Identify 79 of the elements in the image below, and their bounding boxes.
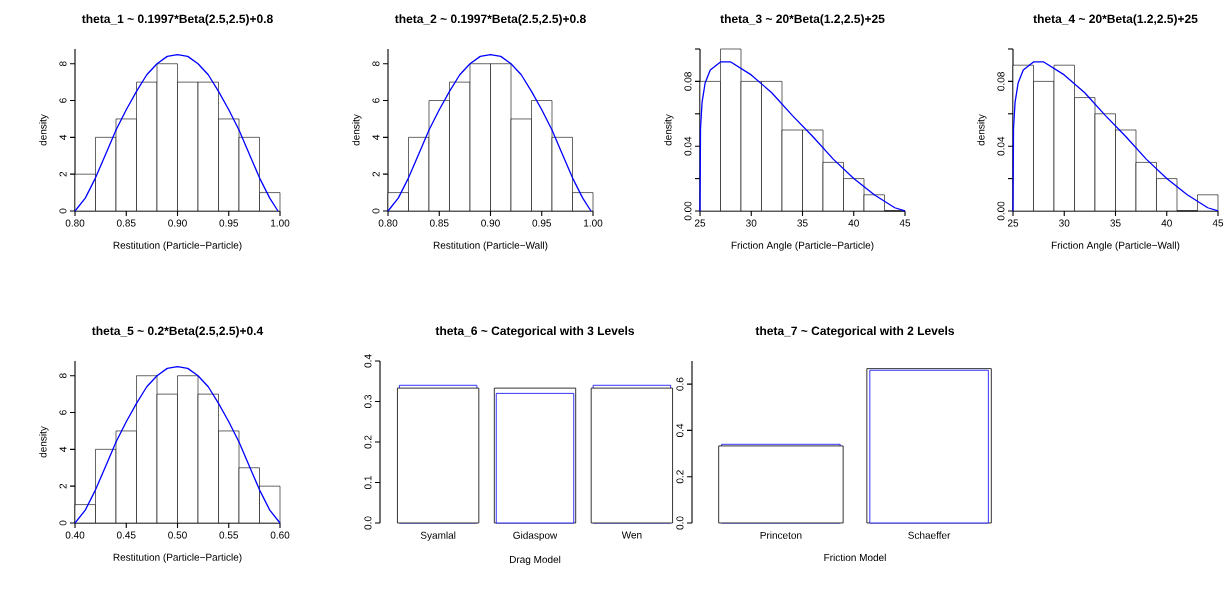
y-tick-label: 0.08 <box>997 72 1005 91</box>
x-tick-label: 40 <box>848 219 859 227</box>
x-axis-title: Restitution (Particle−Particle) <box>113 553 242 563</box>
y-tick-label: 0.0 <box>364 516 372 530</box>
y-tick-label: 4 <box>59 134 67 140</box>
y-tick-label: 2 <box>59 483 67 489</box>
x-tick-label: Syamlal <box>420 531 456 541</box>
y-tick-label: 0.04 <box>684 136 692 156</box>
x-tick-label: 0.90 <box>481 219 500 227</box>
x-tick-label: 0.85 <box>429 219 449 227</box>
y-tick-label: 6 <box>59 98 67 103</box>
y-tick-label: 0.08 <box>684 72 692 91</box>
y-tick-label: 8 <box>372 61 380 67</box>
x-tick-label: 35 <box>1110 219 1121 227</box>
x-tick-label: 0.95 <box>532 219 552 227</box>
y-axis-title: density <box>664 114 674 146</box>
x-axis-title: Restitution (Particle−Wall) <box>433 241 548 251</box>
y-tick-label: 0.3 <box>364 394 372 409</box>
chart-title: theta_5 ~ 0.2*Beta(2.5,2.5)+0.4 <box>91 326 264 338</box>
y-tick-label: 6 <box>59 410 67 415</box>
y-tick-label: 0.04 <box>997 136 1005 156</box>
x-tick-label: 0.45 <box>116 531 136 539</box>
x-tick-label: Princeton <box>760 531 802 539</box>
x-tick-label: 0.90 <box>168 219 187 227</box>
x-tick-label: 0.80 <box>378 219 398 227</box>
y-tick-label: 0.00 <box>997 201 1005 221</box>
x-tick-label: Wen <box>621 531 642 539</box>
y-axis-title: density <box>39 114 49 146</box>
y-tick-label: 6 <box>372 98 380 103</box>
chart-title: theta_4 ~ 20*Beta(1.2,2.5)+25 <box>1033 14 1198 26</box>
y-tick-label: 8 <box>59 61 67 67</box>
x-tick-label: 30 <box>746 219 757 227</box>
y-tick-label: 0.0 <box>676 516 684 530</box>
x-tick-label: 0.60 <box>270 531 290 539</box>
x-axis-title: Restitution (Particle−Particle) <box>113 241 242 251</box>
x-tick-label: 0.50 <box>168 531 187 539</box>
x-tick-label: 25 <box>694 219 706 227</box>
chart-title: theta_7 ~ Categorical with 2 Levels <box>755 326 955 338</box>
x-tick-label: 30 <box>1059 219 1070 227</box>
y-tick-label: 0.4 <box>676 423 684 437</box>
x-axis-title: Drag Model <box>509 555 561 566</box>
y-tick-label: 0.2 <box>364 435 372 449</box>
x-axis-title: Friction Angle (Particle−Wall) <box>1051 241 1180 251</box>
x-axis-title: Friction Model <box>824 553 886 562</box>
chart-title: theta_6 ~ Categorical with 3 Levels <box>435 326 635 338</box>
y-tick-label: 4 <box>372 134 380 140</box>
x-axis-title: Friction Angle (Particle−Particle) <box>731 241 874 251</box>
y-tick-label: 0.6 <box>676 377 684 391</box>
chart-title: theta_1 ~ 0.1997*Beta(2.5,2.5)+0.8 <box>81 14 273 26</box>
x-tick-label: 0.40 <box>65 531 85 539</box>
y-tick-label: 2 <box>59 171 67 177</box>
x-tick-label: 1.00 <box>584 219 603 227</box>
y-tick-label: 0 <box>372 208 380 214</box>
x-tick-label: Gidaspow <box>513 531 558 541</box>
y-tick-label: 0.4 <box>364 354 372 368</box>
y-tick-label: 0.2 <box>676 470 684 484</box>
chart-title: theta_3 ~ 20*Beta(1.2,2.5)+25 <box>720 14 885 26</box>
x-tick-label: 0.95 <box>219 219 239 227</box>
y-tick-label: 0 <box>59 520 67 526</box>
x-tick-label: 40 <box>1161 219 1172 227</box>
x-tick-label: Schaeffer <box>908 531 951 539</box>
x-tick-label: 1.00 <box>271 219 290 227</box>
y-tick-label: 4 <box>59 446 67 452</box>
y-axis-title: density <box>39 426 49 458</box>
y-tick-label: 0 <box>59 208 67 214</box>
x-tick-label: 35 <box>797 219 808 227</box>
chart-title: theta_2 ~ 0.1997*Beta(2.5,2.5)+0.8 <box>394 14 586 26</box>
y-tick-label: 0.00 <box>684 201 692 221</box>
y-axis-title: density <box>352 114 362 146</box>
x-tick-label: 0.55 <box>219 531 239 539</box>
x-tick-label: 45 <box>1212 219 1224 227</box>
x-tick-label: 25 <box>1007 219 1019 227</box>
y-tick-label: 0.1 <box>364 476 372 490</box>
x-tick-label: 0.80 <box>65 219 85 227</box>
y-axis-title: density <box>977 114 987 146</box>
x-tick-label: 45 <box>899 219 911 227</box>
y-tick-label: 8 <box>59 373 67 379</box>
y-tick-label: 2 <box>372 171 380 177</box>
x-tick-label: 0.85 <box>116 219 136 227</box>
